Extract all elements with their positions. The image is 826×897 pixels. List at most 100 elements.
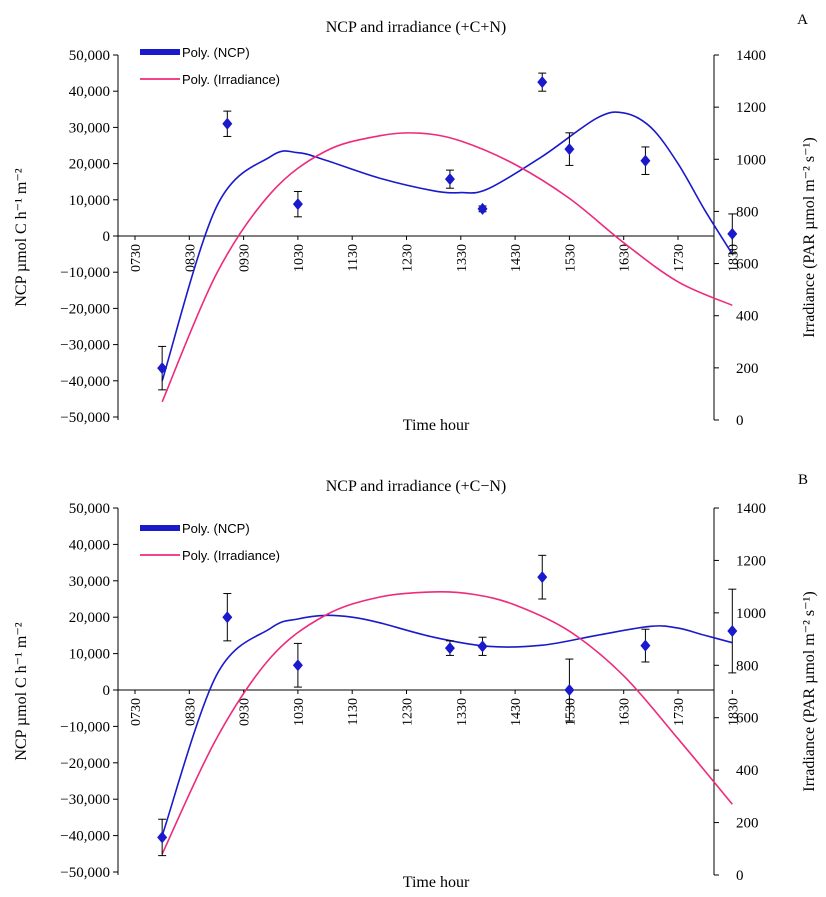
y-tick-label: −10,000 — [60, 719, 110, 735]
legend: Poly. (NCP) Poly. (Irradiance) — [140, 45, 280, 87]
x-tick-label: 0930 — [238, 698, 253, 726]
y2-tick-label: 200 — [736, 361, 759, 377]
legend: Poly. (NCP) Poly. (Irradiance) — [140, 521, 280, 563]
y-tick-label: −40,000 — [60, 829, 110, 845]
y-tick-label: −50,000 — [60, 410, 110, 426]
x-tick-label: 1530 — [563, 244, 578, 272]
x-tick-label: 1630 — [618, 244, 633, 272]
x-tick-label: 1830 — [726, 698, 741, 726]
chart-panel-a: A NCP and irradiance (+C+N) 50,000 40,000 30… — [13, 12, 818, 434]
x-tick-label: 1430 — [509, 244, 524, 272]
ncp-data-point — [292, 659, 303, 672]
y2-tick-label: 0 — [736, 868, 744, 884]
y-tick-label: 20,000 — [69, 610, 110, 626]
y-axis-title: NCP µmol C h⁻¹ m⁻² — [13, 168, 30, 306]
x-tick-label: 1230 — [401, 698, 416, 726]
x-tick-label: 0730 — [129, 244, 144, 272]
y-tick-label: 0 — [103, 683, 111, 699]
chart-title: NCP and irradiance (+C+N) — [326, 19, 507, 36]
y2-tick-label: 0 — [736, 413, 744, 429]
ncp-data-point — [222, 611, 233, 624]
ncp-data-point — [640, 154, 651, 167]
ncp-data-point — [292, 198, 303, 211]
x-axis-title: Time hour — [403, 874, 470, 891]
y-tick-label: −30,000 — [60, 792, 110, 808]
x-axis-title: Time hour — [403, 417, 470, 434]
ncp-data-point — [222, 117, 233, 130]
ncp-data-point — [537, 76, 548, 89]
x-tick-label: 0830 — [183, 698, 198, 726]
x-tick-label: 0830 — [183, 244, 198, 272]
chart-panel-b: B NCP and irradiance (+C−N) 50,000 40,000 30… — [13, 472, 818, 891]
y-tick-label: 0 — [103, 229, 111, 245]
ncp-data-point — [477, 640, 488, 653]
y-tick-label: 30,000 — [69, 574, 110, 590]
y2-tick-label: 1000 — [736, 152, 766, 168]
ncp-data-point — [727, 625, 738, 638]
ncp-data-point — [564, 143, 575, 156]
y-tick-label: 10,000 — [69, 647, 110, 663]
x-tick-label: 1530 — [563, 698, 578, 726]
legend-label: Poly. (NCP) — [182, 521, 250, 536]
ncp-data-point — [157, 362, 168, 375]
x-tick-label: 1030 — [292, 698, 307, 726]
legend-label: Poly. (Irradiance) — [182, 548, 280, 563]
ncp-data-point — [564, 684, 575, 696]
ncp-data-point — [727, 227, 738, 240]
x-tick-label: 1330 — [455, 698, 470, 726]
x-tick-label: 1230 — [401, 244, 416, 272]
x-tick-label: 1630 — [618, 698, 633, 726]
y2-tick-label: 400 — [736, 309, 759, 325]
legend-label: Poly. (Irradiance) — [182, 72, 280, 87]
y2-axis-title: Irradiance (PAR µmol m⁻² s⁻¹) — [801, 591, 818, 791]
y2-tick-label: 400 — [736, 763, 759, 779]
x-tick-label: 0930 — [238, 244, 253, 272]
ncp-trendline — [161, 614, 733, 836]
y2-tick-label: 1400 — [736, 501, 766, 517]
y-tick-label: 10,000 — [69, 193, 110, 209]
y-tick-label: 50,000 — [69, 48, 110, 64]
y-tick-label: 40,000 — [69, 537, 110, 553]
y-tick-label: 20,000 — [69, 157, 110, 173]
ncp-trendline — [161, 111, 733, 382]
y2-tick-label: 600 — [736, 257, 759, 273]
ncp-data-point — [444, 173, 455, 186]
x-tick-label: 1730 — [672, 698, 687, 726]
y2-tick-label: 800 — [736, 204, 759, 220]
legend-swatch-ncp — [140, 49, 180, 55]
y2-axis-title: Irradiance (PAR µmol m⁻² s⁻¹) — [801, 137, 818, 337]
y2-tick-label: 200 — [736, 816, 759, 832]
ncp-data-point — [477, 202, 488, 215]
y2-tick-label: 1000 — [736, 606, 766, 622]
y-tick-label: −20,000 — [60, 301, 110, 317]
y2-tick-label: 1200 — [736, 100, 766, 116]
legend-swatch-ncp — [140, 525, 180, 531]
y2-tick-label: 1400 — [736, 48, 766, 64]
ncp-data-point — [537, 571, 548, 584]
irradiance-trendline — [161, 590, 733, 855]
irradiance-trendline — [161, 132, 733, 403]
y-tick-label: −10,000 — [60, 265, 110, 281]
y-tick-label: 50,000 — [69, 501, 110, 517]
chart-title: NCP and irradiance (+C−N) — [326, 478, 507, 495]
y-tick-label: −40,000 — [60, 374, 110, 390]
y2-tick-label: 800 — [736, 658, 759, 674]
y-tick-label: −20,000 — [60, 756, 110, 772]
x-tick-label: 0730 — [129, 698, 144, 726]
x-tick-label: 1130 — [346, 698, 361, 725]
y-tick-label: −30,000 — [60, 338, 110, 354]
y-axis-title: NCP µmol C h⁻¹ m⁻² — [13, 622, 30, 760]
y-tick-label: −50,000 — [60, 865, 110, 881]
x-tick-label: 1730 — [672, 244, 687, 272]
x-tick-label: 1430 — [509, 698, 524, 726]
y-tick-label: 30,000 — [69, 120, 110, 136]
legend-label: Poly. (NCP) — [182, 45, 250, 60]
panel-label: A — [797, 12, 808, 28]
y2-tick-label: 1200 — [736, 553, 766, 569]
x-tick-label: 1330 — [455, 244, 470, 272]
ncp-data-point — [444, 642, 455, 655]
ncp-data-point — [157, 831, 168, 844]
y-tick-label: 40,000 — [69, 84, 110, 100]
panel-label: B — [798, 472, 808, 488]
x-tick-label: 1130 — [346, 244, 361, 271]
